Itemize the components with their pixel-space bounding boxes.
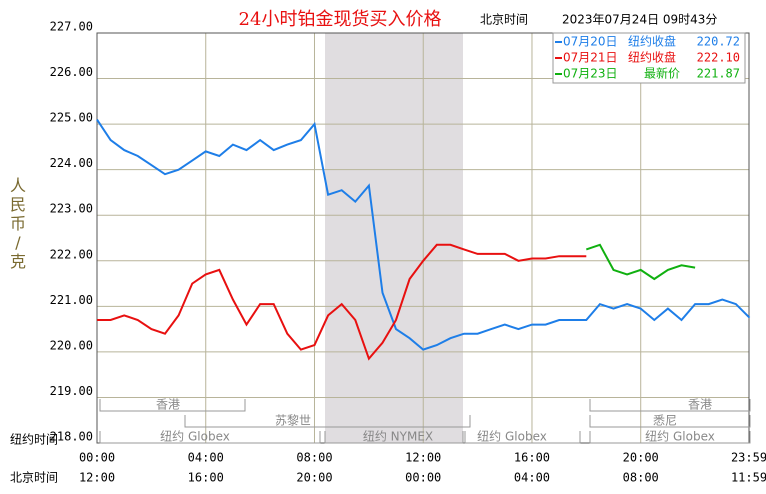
y-tick-label: 224.00 — [50, 156, 93, 170]
y-axis-label: 人民币/克 — [10, 176, 26, 271]
session-label: 香港 — [688, 398, 712, 412]
legend-box — [552, 32, 746, 84]
session-label: 纽约 Globex — [477, 429, 547, 444]
subtitle: 北京时间 — [480, 13, 528, 27]
session-label: 纽约 Globex — [645, 429, 715, 444]
y-tick-label: 218.00 — [50, 430, 93, 444]
legend-name: 07月23日 — [563, 67, 618, 81]
x2-tick-label: 20:00 — [296, 471, 332, 485]
legend-text: 最新价 — [644, 66, 680, 81]
y-tick-label: 221.00 — [50, 293, 93, 307]
session-bar — [99, 431, 321, 444]
x2-tick-label: 16:00 — [188, 471, 224, 485]
x2-tick-label: 04:00 — [514, 471, 550, 485]
legend-value: 222.10 — [697, 51, 740, 65]
session-label: 纽约 Globex — [160, 429, 230, 444]
y-tick-label: 219.00 — [50, 384, 93, 398]
session-label: 香港 — [156, 398, 180, 412]
session-bar — [184, 415, 471, 428]
session-bar — [99, 399, 246, 412]
legend-text: 纽约收盘 — [628, 50, 676, 65]
session-bar — [589, 399, 751, 412]
x2-tick-label: 12:00 — [79, 471, 115, 485]
session-label: 悉尼 — [653, 414, 677, 428]
y-tick-label: 220.00 — [50, 338, 93, 352]
y-tick-label: 223.00 — [50, 202, 93, 216]
session-label: 纽约 NYMEX — [363, 429, 433, 444]
x-tick-label: 20:00 — [623, 451, 659, 465]
x2-tick-label: 08:00 — [623, 471, 659, 485]
legend-name: 07月21日 — [563, 51, 618, 65]
session-bar — [464, 431, 581, 444]
x-tick-label: 16:00 — [514, 451, 550, 465]
y-tick-label: 225.00 — [50, 111, 93, 125]
x-tick-label: 08:00 — [296, 451, 332, 465]
session-bar — [324, 431, 464, 444]
session-label: 苏黎世 — [275, 414, 311, 428]
series-line — [585, 243, 696, 281]
x-tick-label: 00:00 — [79, 451, 115, 465]
session-bar — [589, 431, 751, 444]
legend-text: 纽约收盘 — [628, 34, 676, 49]
y-tick-label: 226.00 — [50, 65, 93, 79]
y-tick-label: 227.00 — [50, 20, 93, 34]
x2-row-label: 北京时间 — [10, 471, 58, 485]
x-row-label: 纽约时间 — [10, 432, 58, 447]
x2-tick-label: 00:00 — [405, 471, 441, 485]
series-line — [97, 243, 587, 361]
shaded-session — [325, 33, 463, 443]
y-tick-label: 222.00 — [50, 247, 93, 261]
legend-name: 07月20日 — [563, 35, 618, 49]
x-tick-label: 23:59 — [731, 451, 766, 465]
series-line — [96, 119, 751, 351]
x2-tick-label: 11:59 — [731, 471, 766, 485]
x-tick-label: 04:00 — [188, 451, 224, 465]
timestamp: 2023年07月24日 09时43分 — [562, 13, 717, 27]
legend-value: 220.72 — [697, 35, 740, 49]
x-tick-label: 12:00 — [405, 451, 441, 465]
session-bar — [589, 415, 751, 428]
chart-title: 24小时铂金现货买入价格 — [239, 9, 442, 30]
legend-value: 221.87 — [697, 67, 740, 81]
